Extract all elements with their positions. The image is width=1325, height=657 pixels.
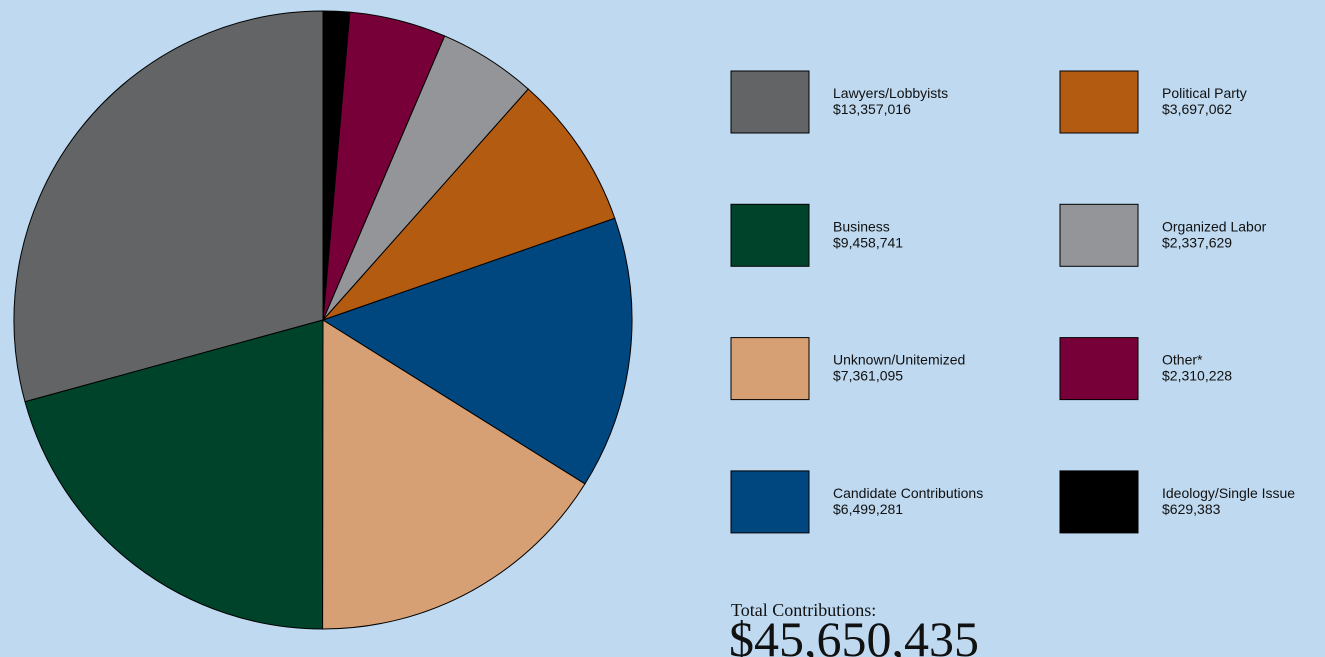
pie-slice xyxy=(321,217,633,485)
legend-value: $2,337,629 xyxy=(1162,234,1232,250)
legend-swatch xyxy=(1059,470,1139,534)
legend-value: $2,310,228 xyxy=(1162,368,1232,384)
total-value: $45,650,435 xyxy=(729,611,979,657)
pie-slice xyxy=(321,88,616,322)
total-title: Total Contributions: xyxy=(731,600,876,620)
legend-label: Unknown/Unitemized xyxy=(833,352,965,368)
legend-label: Lawyers/Lobbyists xyxy=(833,85,948,101)
pie-slice xyxy=(322,10,351,321)
legend-swatch xyxy=(730,337,810,401)
legend-swatch xyxy=(730,70,810,134)
legend-value: $13,357,016 xyxy=(833,101,911,117)
legend-label: Business xyxy=(833,218,890,234)
pie-slice xyxy=(13,10,324,403)
legend-label: Ideology/Single Issue xyxy=(1162,485,1295,501)
legend-value: $9,458,741 xyxy=(833,234,903,250)
legend-value: $629,383 xyxy=(1162,501,1221,517)
legend-swatch xyxy=(1059,203,1139,267)
legend-swatch xyxy=(730,203,810,267)
legend-value: $7,361,095 xyxy=(833,368,903,384)
legend-value: $6,499,281 xyxy=(833,501,903,517)
legend-swatch xyxy=(1059,70,1139,134)
legend-label: Organized Labor xyxy=(1162,218,1267,234)
pie-slice xyxy=(322,319,586,630)
legend-value: $3,697,062 xyxy=(1162,101,1232,117)
pie-slice xyxy=(24,319,324,630)
legend-swatch xyxy=(1059,337,1139,401)
legend-swatch xyxy=(730,470,810,534)
legend-label: Other* xyxy=(1162,352,1203,368)
legend-label: Political Party xyxy=(1162,85,1247,101)
legend-label: Candidate Contributions xyxy=(833,485,983,501)
